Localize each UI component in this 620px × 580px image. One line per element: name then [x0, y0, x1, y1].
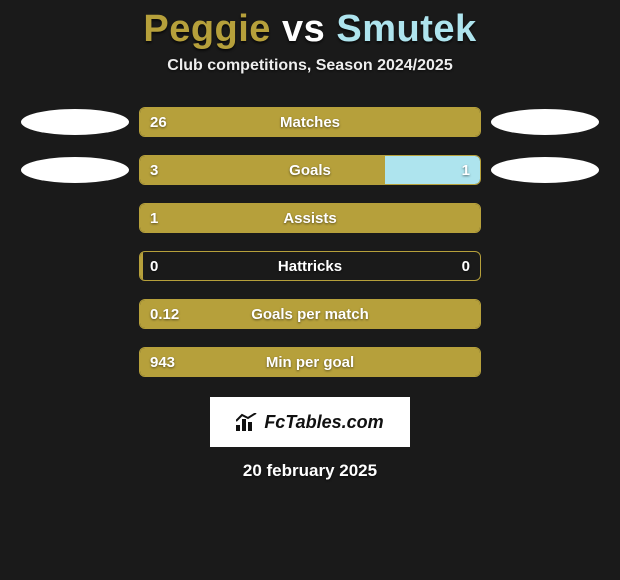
brand-text: FcTables.com [264, 412, 383, 433]
stat-row: 943Min per goal [0, 347, 620, 377]
stat-value-left: 3 [150, 156, 158, 184]
stat-value-left: 26 [150, 108, 167, 136]
stat-row: 0 0Hattricks [0, 251, 620, 281]
subtitle: Club competitions, Season 2024/2025 [167, 57, 452, 75]
player2-ellipse [491, 109, 599, 135]
player1-ellipse [21, 157, 129, 183]
stat-label: Hattricks [140, 252, 480, 280]
player2-name: Smutek [336, 8, 476, 50]
stat-bar: 31Goals [139, 155, 481, 185]
bar-fill-left [140, 204, 480, 232]
stat-value-left: 0.12 [150, 300, 179, 328]
stat-row: 0.12Goals per match [0, 299, 620, 329]
vs-text: vs [282, 8, 325, 50]
player1-name: Peggie [143, 8, 271, 50]
stat-bar: 943Min per goal [139, 347, 481, 377]
stat-value-left: 1 [150, 204, 158, 232]
stat-row: 26Matches [0, 107, 620, 137]
stat-bar: 26Matches [139, 107, 481, 137]
page-title: Peggie vs Smutek [143, 8, 476, 51]
stats-list: 26Matches31Goals1Assists00Hattricks0.12G… [0, 107, 620, 377]
stat-row: 31Goals [0, 155, 620, 185]
chart-icon [236, 413, 258, 431]
player2-ellipse [491, 157, 599, 183]
bar-fill-left [140, 300, 480, 328]
stat-bar: 0 0Hattricks [139, 251, 481, 281]
comparison-card: Peggie vs Smutek Club competitions, Seas… [0, 0, 620, 580]
bar-fill-left [140, 156, 385, 184]
stat-value-right: 0 [462, 252, 470, 280]
stat-bar: 0.12Goals per match [139, 299, 481, 329]
player1-ellipse [21, 109, 129, 135]
stat-bar: 1Assists [139, 203, 481, 233]
bar-fill-left [140, 252, 143, 280]
bar-fill-left [140, 108, 480, 136]
stat-row: 1Assists [0, 203, 620, 233]
brand-box[interactable]: FcTables.com [210, 397, 410, 447]
bar-fill-left [140, 348, 480, 376]
stat-value-left: 943 [150, 348, 175, 376]
stat-value-left: 0 [150, 252, 158, 280]
stat-value-right: 1 [462, 156, 470, 184]
date: 20 february 2025 [243, 461, 377, 481]
